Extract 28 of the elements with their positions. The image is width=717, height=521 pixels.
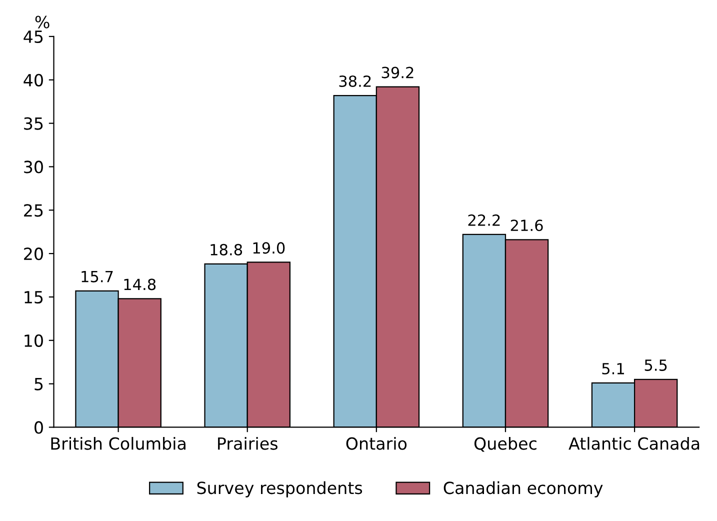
data-label: 39.2 [382,66,414,78]
y-tick-label: 45 [24,30,43,44]
data-label: 22.2 [468,214,500,226]
data-label: 18.8 [210,244,242,256]
y-tick-label: 20 [24,248,43,260]
y-tick-label: 15 [24,291,43,304]
data-label: 15.7 [82,271,113,282]
y-tick-label: 35 [24,117,43,130]
y-tick-label: 0 [34,421,43,434]
y-tick-label: 40 [24,74,43,86]
data-label: 38.2 [339,75,371,87]
y-tick-label: 5 [34,378,43,390]
y-tick-label: 25 [24,204,43,217]
data-label: 5.1 [602,363,624,374]
x-tick-label: Atlantic Canada [568,436,700,450]
x-tick-label: British Columbia [51,436,186,450]
y-tick-label: 10 [24,334,43,347]
x-tick-label: Ontario [346,436,407,450]
y-axis-title: % [35,16,50,28]
x-tick-label: Quebec [474,436,536,452]
legend-label: Survey respondents [197,481,362,498]
y-tick-label: 30 [24,160,43,174]
data-label: 21.6 [510,220,543,232]
legend-label: Canadian economy [444,481,603,498]
data-label: 14.8 [124,278,156,290]
x-tick-label: Prairies [218,436,278,450]
data-label: 5.5 [644,360,667,371]
data-label: 19.0 [253,242,285,254]
